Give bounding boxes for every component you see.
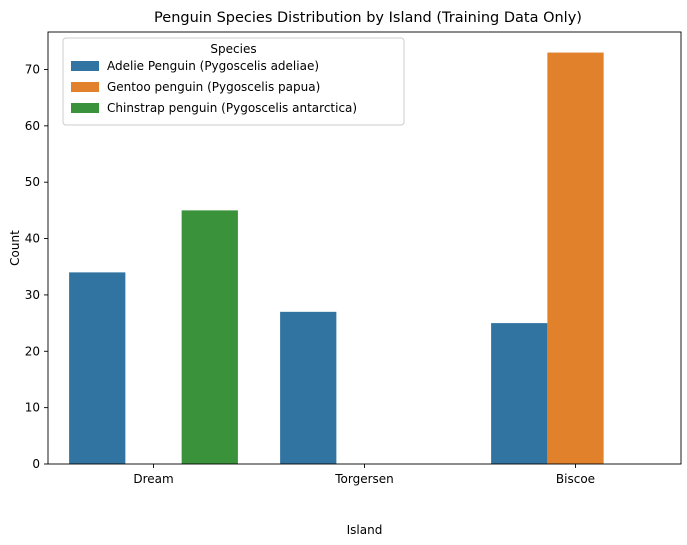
legend-swatch [71, 103, 99, 113]
legend-frame [62, 37, 405, 126]
legend-swatch [71, 82, 99, 92]
legend-swatch [71, 61, 99, 71]
bars-group [69, 52, 604, 464]
bar-dream-series-3 [181, 210, 238, 464]
legend: Species Adelie Penguin (Pygoscelis adelia… [62, 37, 405, 126]
bar-biscoe-series-1 [491, 323, 548, 464]
y-tick-label: 30 [25, 288, 40, 302]
bar-dream-series-1 [69, 272, 126, 464]
x-tick-label: Torgersen [334, 472, 394, 486]
bar-torgersen-series-1 [280, 311, 337, 464]
y-tick-label: 60 [25, 119, 40, 133]
bar-biscoe-series-2 [547, 52, 604, 464]
legend-title: Species [210, 42, 256, 56]
x-tick-label: Dream [133, 472, 173, 486]
legend-label: Adelie Penguin (Pygoscelis adeliae) [107, 59, 319, 73]
y-tick-label: 70 [25, 62, 40, 76]
x-tick-label: Biscoe [556, 472, 595, 486]
y-tick-label: 20 [25, 344, 40, 358]
y-tick-label: 0 [32, 457, 40, 471]
y-tick-label: 40 [25, 232, 40, 246]
legend-label: Chinstrap penguin (Pygoscelis antarctica… [107, 101, 357, 115]
x-axis-label: Island [347, 523, 383, 537]
chart-title: Penguin Species Distribution by Island (… [154, 10, 582, 26]
y-tick-label: 10 [25, 401, 40, 415]
y-tick-label: 50 [25, 175, 40, 189]
axes-group: 0 10 20 30 40 50 60 70 Dream Torgersen Biscoe [25, 31, 682, 486]
y-axis-label: Count [8, 230, 22, 266]
legend-label: Gentoo penguin (Pygoscelis papua) [107, 80, 320, 94]
